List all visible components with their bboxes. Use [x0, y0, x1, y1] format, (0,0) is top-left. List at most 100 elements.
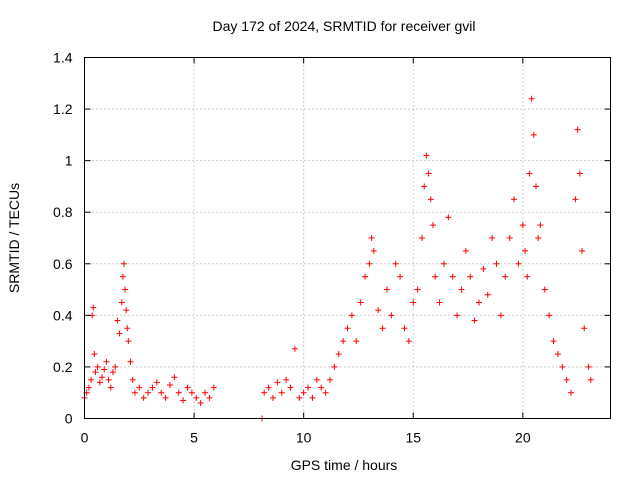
data-point: [379, 325, 386, 332]
data-point: [278, 389, 285, 396]
data-point: [94, 363, 101, 370]
data-point: [118, 299, 125, 306]
data-point: [210, 384, 217, 391]
data-point: [375, 307, 382, 314]
data-point: [90, 304, 97, 311]
data-point: [568, 389, 575, 396]
data-point: [511, 196, 518, 203]
data-point: [166, 381, 173, 388]
data-point: [131, 389, 138, 396]
data-point: [136, 384, 143, 391]
data-point: [153, 379, 160, 386]
data-point: [559, 363, 566, 370]
data-point: [202, 389, 209, 396]
x-tick-label: 15: [405, 430, 421, 446]
y-tick-label: 0: [65, 411, 73, 427]
data-point: [563, 376, 570, 383]
data-point: [449, 273, 456, 280]
data-point: [414, 286, 421, 293]
data-point: [423, 152, 430, 159]
data-point: [425, 170, 432, 177]
data-point: [532, 183, 539, 190]
data-point: [546, 312, 553, 319]
data-point: [401, 325, 408, 332]
data-point: [519, 222, 526, 229]
data-point: [440, 260, 447, 267]
data-point: [322, 389, 329, 396]
plot-frame: [84, 57, 611, 419]
data-point: [96, 379, 103, 386]
y-tick-label: 0.6: [53, 256, 73, 272]
data-point: [300, 389, 307, 396]
data-point: [581, 325, 588, 332]
data-point: [541, 286, 548, 293]
grid: [84, 57, 611, 419]
data-point: [158, 389, 165, 396]
data-point: [454, 312, 461, 319]
data-point: [392, 260, 399, 267]
x-tick-label: 20: [515, 430, 531, 446]
data-point: [397, 273, 404, 280]
data-point: [419, 235, 426, 241]
data-point: [528, 95, 535, 102]
data-point: [120, 260, 127, 267]
x-tick-label: 10: [296, 430, 312, 446]
data-point: [410, 299, 417, 306]
data-point: [149, 384, 156, 391]
data-point: [502, 273, 509, 280]
data-point: [109, 369, 116, 376]
data-point: [184, 384, 191, 391]
y-tick-label: 0.4: [53, 307, 73, 323]
data-point: [480, 265, 487, 272]
data-point: [313, 376, 320, 383]
data-point: [269, 394, 276, 401]
data-point: [524, 273, 531, 280]
data-point: [344, 325, 351, 332]
data-point: [362, 273, 369, 280]
data-point: [357, 299, 364, 306]
data-point: [112, 363, 119, 370]
data-point: [274, 379, 281, 386]
data-point: [193, 394, 200, 401]
data-point: [476, 299, 482, 306]
data-point: [92, 369, 99, 376]
data-point: [162, 394, 169, 401]
data-point: [180, 397, 187, 404]
data-point: [493, 260, 500, 267]
data-point: [405, 338, 412, 345]
data-point: [429, 222, 436, 229]
data-point: [370, 247, 377, 254]
data-point: [340, 338, 347, 345]
data-point: [85, 384, 92, 391]
data-point: [91, 351, 98, 358]
chart-title: Day 172 of 2024, SRMTID for receiver gvi…: [213, 18, 476, 34]
data-point: [309, 394, 316, 401]
data-point: [535, 235, 542, 241]
data-point: [421, 183, 428, 190]
data-point: [335, 351, 342, 358]
y-tick-label: 1.4: [53, 50, 73, 66]
data-point: [127, 358, 134, 365]
x-tick-label: 5: [190, 430, 198, 446]
data-point: [107, 384, 114, 391]
data-point: [129, 376, 136, 383]
data-point: [348, 312, 355, 319]
data-point: [497, 312, 504, 319]
data-point: [462, 247, 469, 254]
data-point: [368, 235, 375, 241]
data-point: [326, 376, 333, 383]
data-point: [526, 170, 533, 177]
data-point: [99, 374, 106, 381]
data-point: [388, 312, 395, 319]
data-point: [305, 384, 312, 391]
data-point: [206, 394, 213, 401]
data-point: [291, 345, 298, 352]
data-point: [114, 317, 121, 324]
data-point: [366, 260, 373, 267]
data-points: [81, 95, 594, 422]
data-point: [484, 291, 491, 298]
y-tick-label: 0.8: [53, 204, 73, 220]
data-point: [171, 374, 178, 381]
x-tick-label: 0: [81, 430, 89, 446]
data-point: [123, 307, 130, 314]
